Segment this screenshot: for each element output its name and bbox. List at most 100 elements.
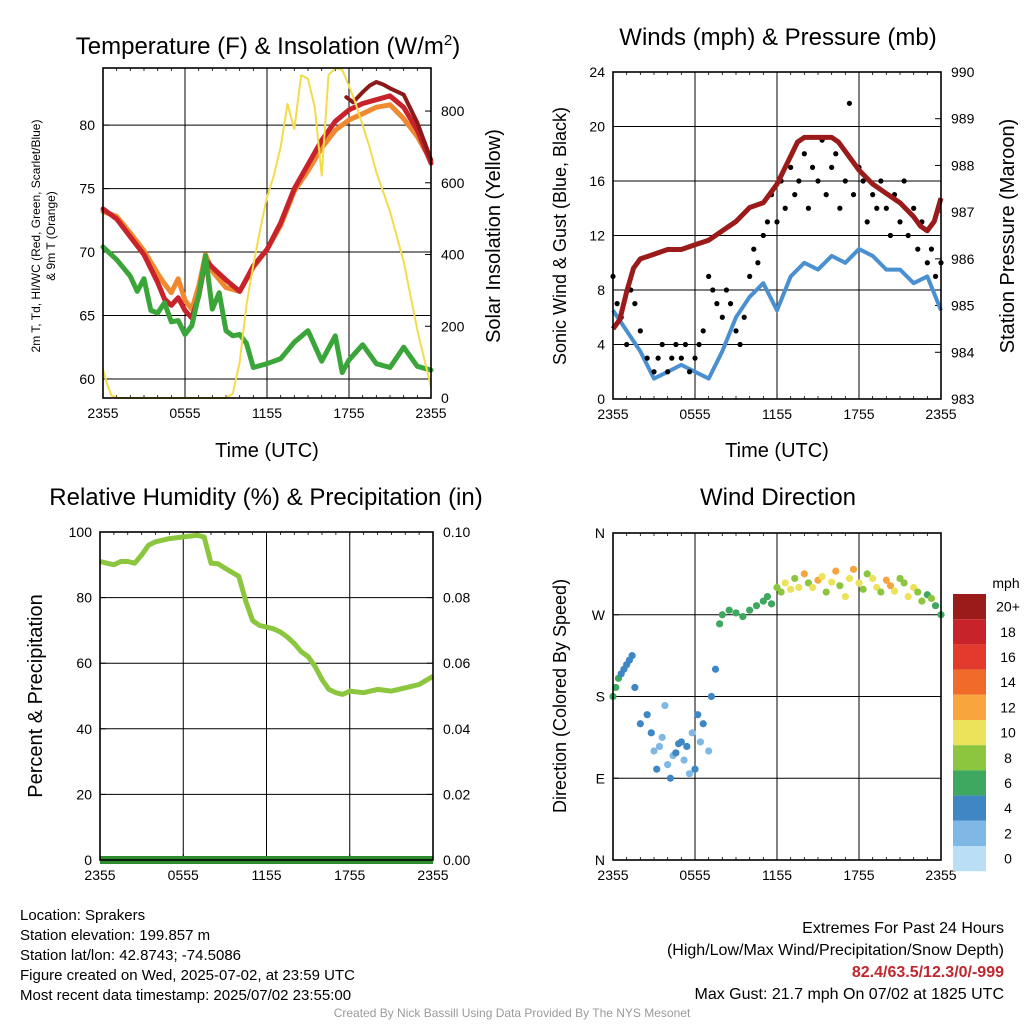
extremes-legend: (High/Low/Max Wind/Precipitation/Snow De… — [666, 942, 1004, 959]
wind-direction-panel: Wind Direction 2355 0555 1155 1755 2355NESWN… — [550, 484, 1020, 883]
humidity-plot-area: 2355 0555 1155 1755 23550204060801000.000.02… — [69, 524, 471, 883]
direction-point — [658, 733, 666, 741]
direction-point — [808, 583, 817, 592]
direction-point — [914, 588, 922, 596]
direction-point — [795, 583, 803, 592]
pressure-ytick-label-right: 986 — [951, 251, 975, 267]
pressure-ytick-label-right: 990 — [951, 64, 975, 80]
direction-point — [664, 761, 672, 769]
humidity-ytick-label: 100 — [69, 524, 93, 540]
gust-point — [678, 355, 684, 361]
gust-point — [792, 192, 798, 198]
extremes-title: Extremes For Past 24 Hours — [802, 920, 1004, 937]
wind-direction-xtick-label: 1755 — [843, 867, 874, 883]
direction-point — [746, 606, 754, 614]
gust-point — [815, 178, 821, 184]
gust-point — [796, 178, 802, 184]
gust-point — [659, 341, 665, 348]
wind-direction-xtick-label: 1155 — [762, 867, 792, 883]
speed-legend-title: mph — [992, 575, 1019, 591]
direction-point — [631, 683, 639, 692]
direction-point — [763, 592, 772, 601]
pressure-ytick-label-right: 988 — [951, 157, 975, 173]
speed-legend-swatch — [953, 644, 986, 670]
gust-point — [897, 219, 903, 225]
gust-point — [714, 301, 720, 307]
wind-direction-ytick-label: N — [595, 525, 605, 541]
latlon-text: Station lat/lon: 42.8743; -74.5086 — [20, 947, 242, 964]
speed-legend-label: 18 — [1000, 624, 1016, 640]
winds-ytick-label: 16 — [589, 173, 605, 189]
wind-direction-ytick-label: S — [596, 689, 605, 705]
temperature-xtick-label: 2355 — [87, 405, 118, 421]
gust-point — [801, 151, 807, 157]
gust-point — [682, 341, 689, 348]
direction-point — [777, 588, 785, 596]
speed-legend-label: 16 — [1000, 649, 1016, 665]
gust-point — [655, 355, 661, 361]
direction-point — [918, 597, 926, 605]
winds-frame — [612, 71, 942, 400]
station-info: Location: Sprakers Station elevation: 19… — [20, 906, 355, 1006]
direction-point — [711, 665, 720, 673]
temperature-ytick-label: 80 — [79, 117, 95, 133]
speed-legend-swatch — [953, 669, 986, 695]
speed-legend-swatch — [953, 820, 986, 846]
direction-point — [841, 592, 849, 601]
gust-point — [706, 273, 712, 279]
direction-point — [845, 574, 854, 583]
insolation-ytick-label-right: 400 — [441, 247, 465, 263]
winds-ylabel: Sonic Wind & Gust (Blue, Black) — [550, 107, 570, 365]
gust-point — [901, 178, 907, 184]
wind-direction-frame — [612, 532, 942, 861]
gust-point — [673, 341, 679, 348]
gust-point — [833, 151, 839, 157]
humidity-xtick-label: 1155 — [251, 867, 281, 883]
temperature-panel: Temperature (F) & Insolation (W/m2) 2355… — [29, 32, 505, 462]
gust-point — [696, 341, 702, 348]
speed-legend-swatch — [953, 694, 986, 720]
winds-ytick-label: 12 — [589, 228, 605, 244]
direction-point — [661, 701, 669, 710]
winds-panel: Winds (mph) & Pressure (mb) 2355 0555 1155… — [550, 24, 1019, 462]
gust-point — [924, 260, 930, 266]
direction-point — [628, 652, 636, 660]
winds-ytick-label: 20 — [589, 119, 605, 135]
direction-point — [732, 609, 740, 617]
direction-point — [653, 765, 661, 773]
speed-legend-label: 0 — [1004, 851, 1012, 867]
humidity-ytick-label: 0 — [84, 852, 92, 868]
winds-title: Winds (mph) & Pressure (mb) — [619, 24, 936, 51]
gust-point — [870, 192, 876, 198]
gust-point — [760, 232, 766, 239]
direction-point — [787, 585, 795, 593]
humidity-xtick-label: 1755 — [334, 867, 365, 883]
max-gust-text: Max Gust: 21.7 mph On 07/02 at 1825 UTC — [694, 986, 1005, 1003]
wind-direction-xtick-label: 2355 — [597, 867, 628, 883]
gust-point — [911, 205, 917, 211]
gust-point — [887, 232, 894, 239]
temperature-ytick-label: 65 — [79, 308, 95, 324]
pressure-ytick-label-right: 987 — [951, 204, 975, 220]
direction-point — [683, 742, 691, 751]
humidity-xtick-label: 2355 — [84, 867, 115, 883]
gust-point — [632, 301, 638, 307]
gust-point — [837, 205, 843, 211]
direction-point — [900, 579, 908, 587]
winds-xtick-label: 0555 — [679, 406, 710, 422]
pressure-ylabel: Station Pressure (Maroon) — [997, 119, 1019, 354]
speed-legend-label: 8 — [1004, 750, 1012, 766]
direction-point — [886, 582, 895, 590]
insolation-ytick-label-right: 0 — [441, 390, 449, 406]
direction-point — [643, 711, 651, 719]
wind-direction-ylabel: Direction (Colored By Speed) — [550, 579, 570, 813]
direction-point — [739, 612, 747, 621]
gust-point — [915, 246, 921, 252]
wind-direction-ytick-label: E — [596, 770, 605, 786]
direction-point — [647, 729, 655, 737]
precip-ytick-label-right: 0.00 — [443, 852, 470, 868]
direction-point — [694, 711, 702, 719]
gust-point — [809, 164, 816, 170]
direction-point — [859, 585, 867, 593]
